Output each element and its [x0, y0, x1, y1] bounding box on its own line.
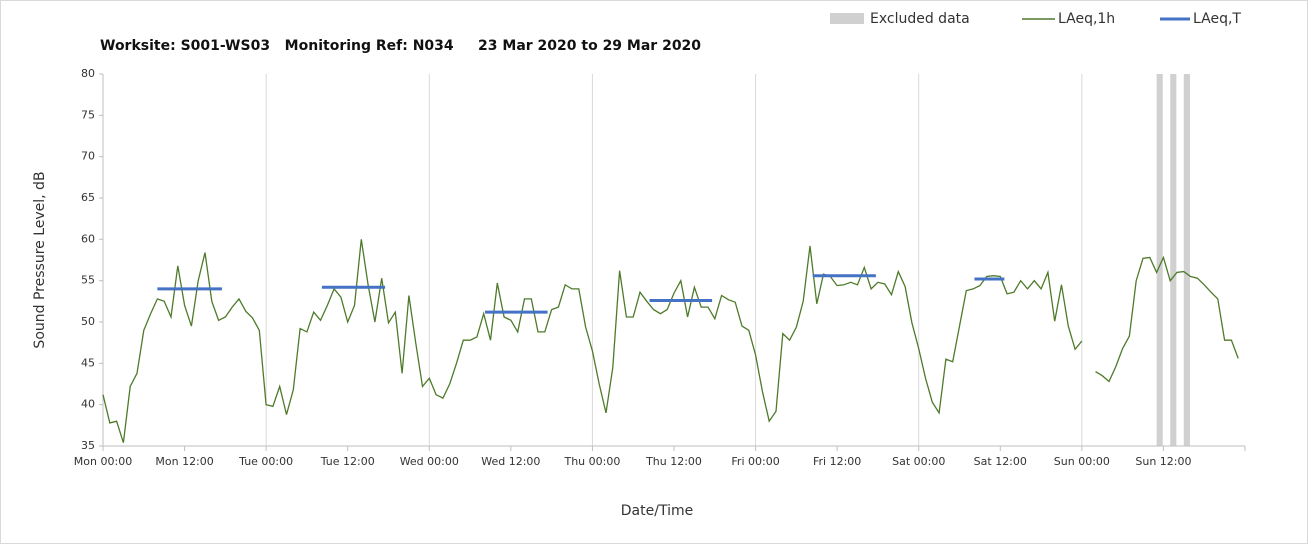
- y-tick-label: 65: [81, 191, 95, 204]
- y-tick-label: 40: [81, 398, 95, 411]
- x-tick-label: Sun 00:00: [1054, 455, 1110, 468]
- x-tick-label: Sat 00:00: [892, 455, 945, 468]
- legend-label: LAeq,1h: [1058, 11, 1115, 27]
- x-tick-label: Thu 00:00: [563, 455, 620, 468]
- x-tick-label: Mon 12:00: [155, 455, 213, 468]
- x-tick-label: Sat 12:00: [974, 455, 1027, 468]
- y-tick-label: 70: [81, 150, 95, 163]
- y-tick-label: 45: [81, 356, 95, 369]
- y-tick-label: 55: [81, 274, 95, 287]
- legend-label: LAeq,T: [1193, 11, 1241, 27]
- legend-swatch: [830, 13, 864, 24]
- excluded-band: [1170, 74, 1177, 446]
- y-tick-label: 60: [81, 232, 95, 245]
- y-axis-label: Sound Pressure Level, dB: [32, 171, 48, 348]
- data-line: [102, 239, 1239, 443]
- x-tick-label: Thu 12:00: [645, 455, 702, 468]
- x-tick-label: Fri 00:00: [731, 455, 779, 468]
- x-tick-label: Fri 12:00: [813, 455, 861, 468]
- x-tick-label: Tue 12:00: [320, 455, 375, 468]
- x-tick-label: Wed 00:00: [400, 455, 459, 468]
- y-tick-label: 35: [81, 439, 95, 452]
- y-tick-label: 50: [81, 315, 95, 328]
- x-tick-label: Tue 00:00: [238, 455, 293, 468]
- y-tick-label: 75: [81, 108, 95, 121]
- excluded-band: [1156, 74, 1163, 446]
- legend-label: Excluded data: [870, 11, 970, 27]
- x-axis-label: Date/Time: [621, 503, 693, 519]
- x-tick-label: Wed 12:00: [481, 455, 540, 468]
- chart-title: Worksite: S001-WS03 Monitoring Ref: N034…: [100, 38, 701, 54]
- x-tick-label: Mon 00:00: [74, 455, 132, 468]
- excluded-band: [1183, 74, 1190, 446]
- y-tick-label: 80: [81, 67, 95, 80]
- x-tick-label: Sun 12:00: [1135, 455, 1191, 468]
